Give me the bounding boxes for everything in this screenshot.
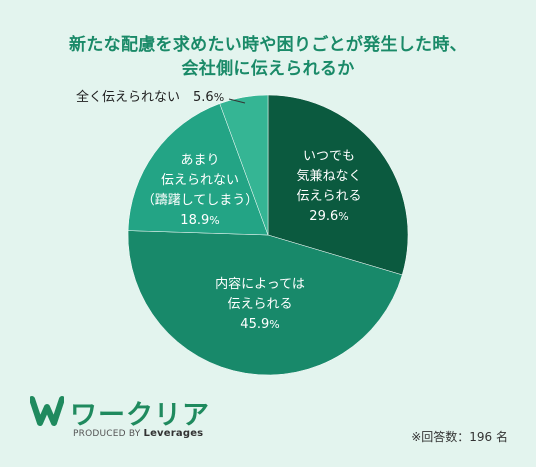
slice-rarely-label: あまり伝えられない（躊躇してしまう） 18.9% [142,153,259,228]
logo-produced-by: PRODUCED BY [73,429,141,439]
chart-title: 新たな配慮を求めたい時や困りごとが発生した時、 会社側に伝えられるか [0,33,536,81]
slice-always [267,94,409,276]
logo-wordmark: ワークリア [70,400,210,431]
slice-always-label: いつでも気兼ねなく伝えられる 29.6% [296,149,361,224]
logo-producer: PRODUCED BY Leverages [73,428,203,439]
slice-depends [127,230,403,376]
chart-title-line2: 会社側に伝えられるか [181,59,355,79]
slice-rarely [127,103,269,236]
response-count-note: ※回答数：196 名 [411,430,508,444]
slice-never [219,94,269,236]
w-logo-icon [30,396,64,426]
slice-depends-label: 内容によっては伝えられる 45.9% [215,276,305,332]
logo-brand: Leverages [143,428,204,439]
workria-logo: ワークリア PRODUCED BY Leverages [30,393,250,443]
slice-never-leader-line [228,98,246,104]
slice-never-label: 全く伝えられない 5.6% [76,89,224,105]
chart-title-line1: 新たな配慮を求めたい時や困りごとが発生した時、 [69,35,467,55]
